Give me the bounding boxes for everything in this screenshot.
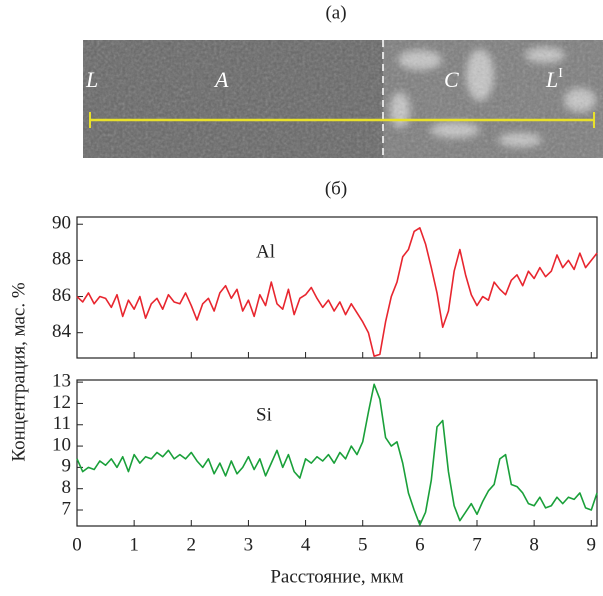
x-tick-label: 1 <box>129 534 139 555</box>
x-tick-label: 0 <box>72 534 82 555</box>
micrograph <box>83 40 603 158</box>
y-tick-label: 84 <box>52 321 72 342</box>
series-label: Al <box>256 241 275 262</box>
y-tick-label: 12 <box>52 392 71 413</box>
x-tick-label: 2 <box>187 534 197 555</box>
marker-label-main: L <box>545 67 558 92</box>
x-axis-label: Расстояние, мкм <box>270 566 403 587</box>
plot-frame <box>76 379 598 527</box>
x-tick-label: 3 <box>244 534 254 555</box>
panel-b-label: (б) <box>325 178 347 199</box>
data-line <box>76 227 598 357</box>
y-tick-label: 13 <box>52 370 71 391</box>
plot-frame <box>76 216 598 359</box>
x-tick-label: 9 <box>587 534 597 555</box>
y-tick-label: 11 <box>53 413 71 434</box>
y-tick-label: 9 <box>62 456 72 477</box>
y-tick-label: 90 <box>52 213 71 234</box>
x-tick-label: 4 <box>301 534 311 555</box>
marker-label: C <box>444 67 459 92</box>
y-axis-label: Концентрация, мас. % <box>8 282 29 461</box>
panel-a-label: (a) <box>325 2 346 23</box>
marker-label: A <box>213 67 229 92</box>
x-tick-label: 5 <box>358 534 368 555</box>
x-tick-label: 8 <box>529 534 539 555</box>
y-tick-label: 86 <box>52 285 71 306</box>
y-tick-label: 10 <box>52 434 71 455</box>
x-tick-label: 7 <box>472 534 482 555</box>
y-tick-label: 8 <box>62 477 72 498</box>
marker-label: LI <box>545 66 563 92</box>
y-tick-label: 7 <box>62 498 72 519</box>
marker-label: L <box>85 67 98 92</box>
x-tick-label: 6 <box>415 534 425 555</box>
marker-label-sup: I <box>558 66 563 81</box>
data-line <box>76 383 598 526</box>
y-tick-label: 88 <box>52 249 71 270</box>
image-texture <box>83 40 603 158</box>
series-label: Si <box>256 404 272 425</box>
